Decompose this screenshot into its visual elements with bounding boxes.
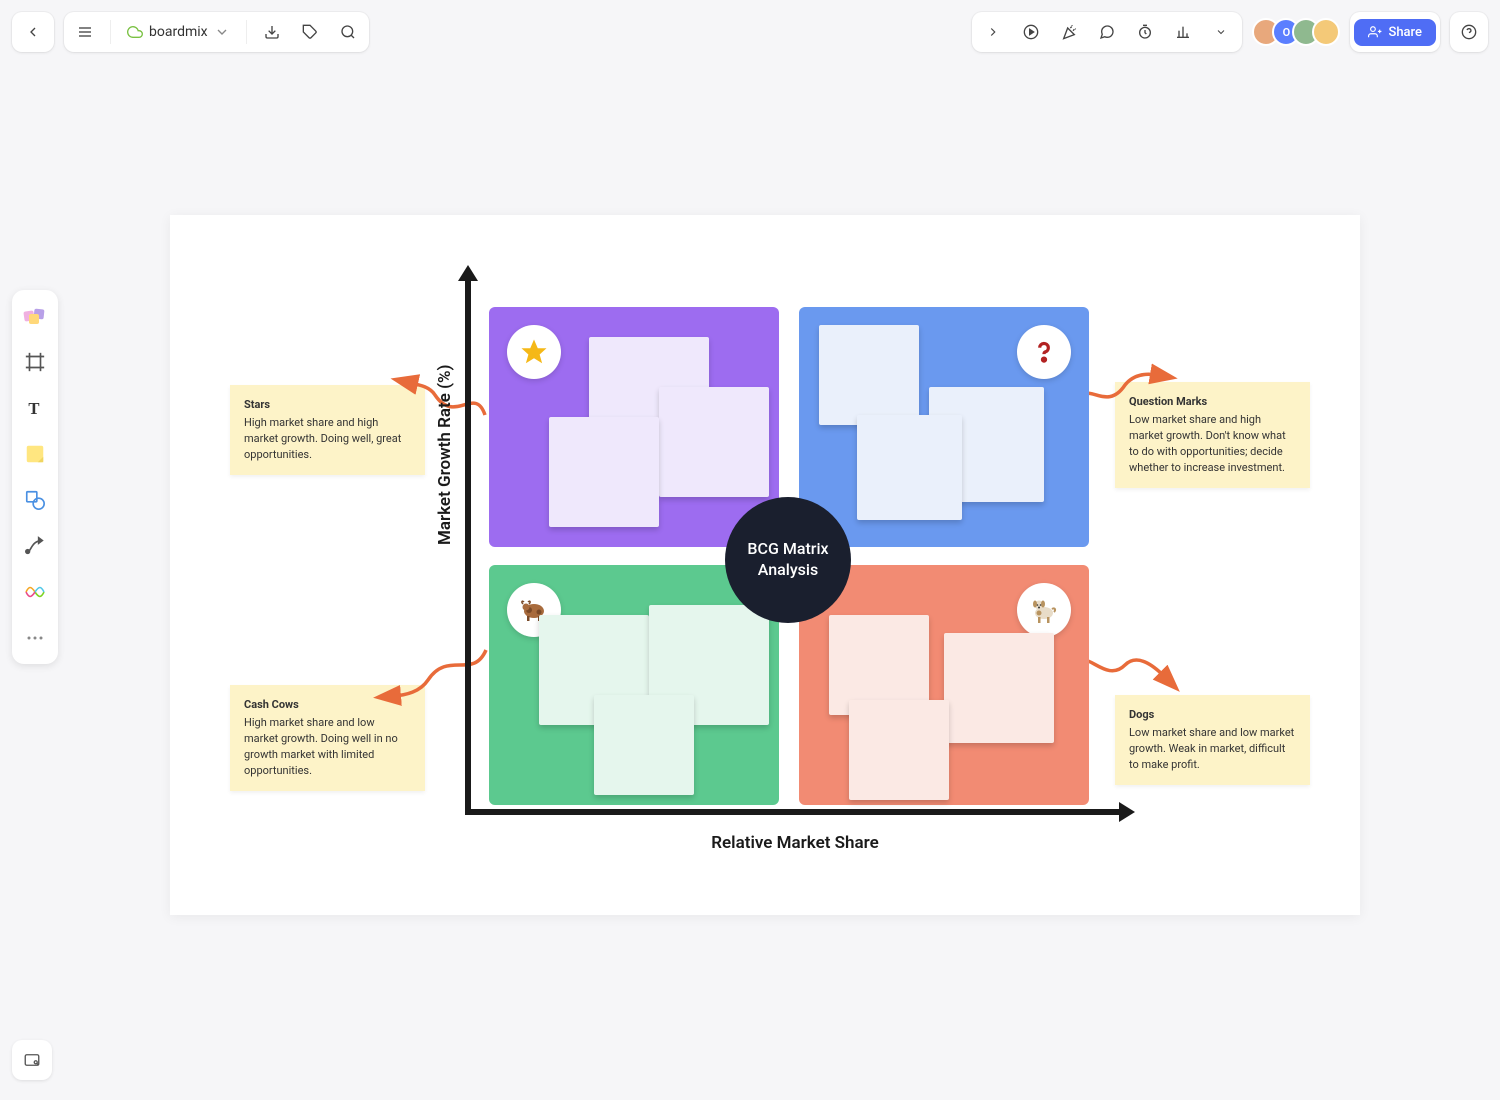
question-quadrant[interactable] [799,307,1089,547]
sticky-note-tool[interactable] [19,438,51,470]
cloud-icon [127,24,143,40]
question-title: Question Marks [1129,394,1296,410]
text-tool[interactable]: T [19,392,51,424]
app-name-dropdown[interactable]: boardmix [121,24,236,40]
stars-desc: High market share and high market growth… [244,415,411,463]
question-desc: Low market share and high market growth.… [1129,412,1296,476]
play-button[interactable] [1016,17,1046,47]
avatar[interactable] [1312,18,1340,46]
share-label: Share [1388,25,1422,40]
minimap-button[interactable] [12,1040,52,1080]
share-group: Share [1350,12,1440,52]
x-axis-label: Relative Market Share [465,833,1125,853]
sticky-note[interactable] [944,633,1054,743]
mindmap-tool[interactable] [19,576,51,608]
bcg-matrix: Market Growth Rate (%) Relative Market S… [465,275,1125,815]
sticky-note[interactable] [594,695,694,795]
more-actions-button[interactable] [1206,17,1236,47]
stats-button[interactable] [1168,17,1198,47]
app-name-label: boardmix [149,24,208,40]
download-button[interactable] [257,17,287,47]
tag-button[interactable] [295,17,325,47]
svg-text:T: T [28,399,39,418]
canvas[interactable]: Stars High market share and high market … [170,215,1360,915]
file-group: boardmix [64,12,369,52]
y-axis-label: Market Growth Rate (%) [435,364,455,545]
stars-quadrant[interactable] [489,307,779,547]
frame-tool[interactable] [19,346,51,378]
star-icon [507,325,561,379]
center-badge[interactable]: BCG Matrix Analysis [725,497,851,623]
divider [110,20,111,44]
more-tools[interactable] [19,622,51,654]
side-toolbar: T [12,290,58,664]
dogs-desc: Low market share and low market growth. … [1129,725,1296,773]
celebrate-button[interactable] [1054,17,1084,47]
back-group [12,12,54,52]
question-desc-card[interactable]: Question Marks Low market share and high… [1115,382,1310,488]
chevron-down-icon [214,24,230,40]
shape-tool[interactable] [19,484,51,516]
share-icon [1368,25,1382,39]
search-button[interactable] [333,17,363,47]
avatars[interactable]: O [1252,18,1340,46]
share-button[interactable]: Share [1354,19,1436,46]
dogs-quadrant[interactable] [799,565,1089,805]
actions-group [972,12,1242,52]
dogs-title: Dogs [1129,707,1296,723]
cows-desc-card[interactable]: Cash Cows High market share and low mark… [230,685,425,791]
divider [246,20,247,44]
back-button[interactable] [18,17,48,47]
stars-title: Stars [244,397,411,413]
x-axis [465,809,1125,815]
sticky-note[interactable] [819,325,919,425]
y-axis-arrow [458,265,478,281]
center-label: BCG Matrix Analysis [725,539,851,581]
expand-button[interactable] [978,17,1008,47]
question-icon [1017,325,1071,379]
dog-icon [1017,583,1071,637]
sticky-note[interactable] [659,387,769,497]
y-axis [465,275,471,815]
cows-title: Cash Cows [244,697,411,713]
connector-tool[interactable] [19,530,51,562]
help-group [1450,12,1488,52]
timer-button[interactable] [1130,17,1160,47]
sticky-note[interactable] [549,417,659,527]
stars-desc-card[interactable]: Stars High market share and high market … [230,385,425,475]
cows-quadrant[interactable] [489,565,779,805]
comment-button[interactable] [1092,17,1122,47]
cows-desc: High market share and low market growth.… [244,715,411,779]
dogs-desc-card[interactable]: Dogs Low market share and low market gro… [1115,695,1310,785]
help-button[interactable] [1454,17,1484,47]
sticky-note[interactable] [857,415,962,520]
top-bar: boardmix [12,12,1488,52]
x-axis-arrow [1119,802,1135,822]
template-tool[interactable] [19,300,51,332]
menu-button[interactable] [70,17,100,47]
sticky-note[interactable] [849,700,949,800]
